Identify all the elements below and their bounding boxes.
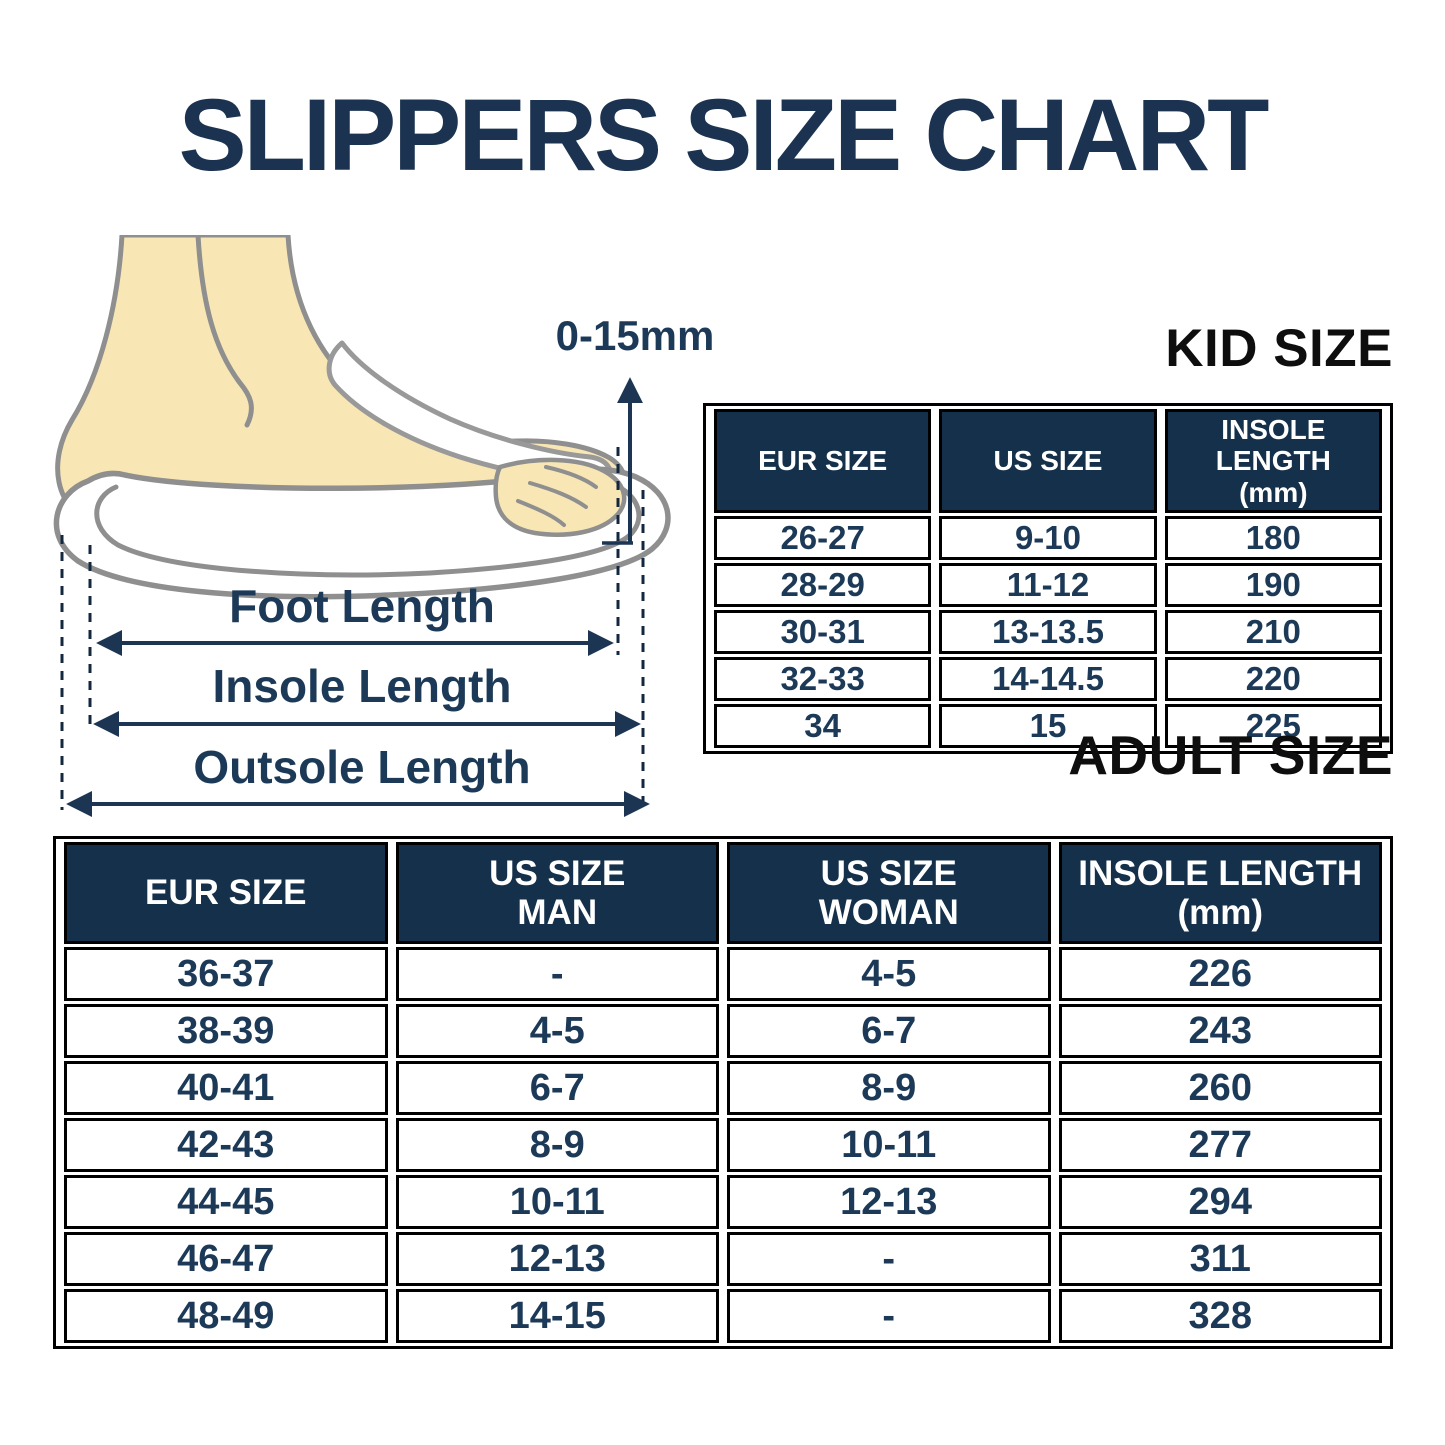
cell: 12-13 xyxy=(727,1175,1051,1229)
toe-lines xyxy=(516,465,598,527)
cell: 210 xyxy=(1164,610,1382,655)
toe-gap-arrow xyxy=(602,377,643,545)
table-row: 48-49 14-15-328 xyxy=(64,1289,1382,1343)
table-row: 26-27 9-10 180 xyxy=(714,516,1382,561)
cell: 8-9 xyxy=(395,1118,719,1172)
column-header: EUR SIZE xyxy=(714,409,932,514)
cell: 26-27 xyxy=(714,516,932,561)
column-header: INSOLE LENGTH (mm) xyxy=(1058,842,1382,944)
cell: 260 xyxy=(1058,1061,1382,1115)
cell: 190 xyxy=(1164,563,1382,608)
cell: - xyxy=(727,1232,1051,1286)
cell: - xyxy=(727,1289,1051,1343)
toe-gap-label: 0-15mm xyxy=(555,312,715,359)
table-row: 38-39 4-5 6-7 243 xyxy=(64,1004,1382,1058)
cell: 10-11 xyxy=(395,1175,719,1229)
cell: 14-15 xyxy=(395,1289,719,1343)
outsole-length-label: Outsole Length xyxy=(193,741,531,793)
cell: 226 xyxy=(1058,947,1382,1001)
cell: 12-13 xyxy=(395,1232,719,1286)
ankle-line xyxy=(195,235,254,428)
cell: 311 xyxy=(1058,1232,1382,1286)
table-row: 44-45 10-11 12-13 294 xyxy=(64,1175,1382,1229)
kid-size-heading: KID SIZE xyxy=(1165,319,1393,378)
adult-table-header: EUR SIZE US SIZE MAN US SIZE WOMAN INSOLE LEN… xyxy=(64,842,1382,944)
cell: 4-5 xyxy=(395,1004,719,1058)
cell: 46-47 xyxy=(64,1232,388,1286)
toes xyxy=(493,457,627,537)
cell: 14-14.5 xyxy=(939,657,1157,702)
cell: 243 xyxy=(1058,1004,1382,1058)
table-row: 42-43 8-9 10-11 277 xyxy=(64,1118,1382,1172)
header-row: EUR SIZE US SIZE MAN US SIZE WOMAN INSOLE LEN… xyxy=(64,842,1382,944)
cell: 277 xyxy=(1058,1118,1382,1172)
column-header: EUR SIZE xyxy=(64,842,388,944)
cell: 225 xyxy=(1164,704,1382,749)
kid-size-table: EUR SIZE US SIZE INSOLE LENGTH (mm) 26-27 9-… xyxy=(703,403,1393,755)
table-row: 30-31 13-13.5 210 xyxy=(714,610,1382,655)
cell: 34 xyxy=(714,704,932,749)
table-row: 32-33 14-14.5 220 xyxy=(714,657,1382,702)
cell: 328 xyxy=(1058,1289,1382,1343)
adult-size-table: EUR SIZE US SIZE MAN US SIZE WOMAN INSOLE LEN… xyxy=(53,836,1393,1349)
cell: 180 xyxy=(1164,516,1382,561)
table-row: 34 15 225 xyxy=(714,704,1382,749)
adult-size-table-container: EUR SIZE US SIZE MAN US SIZE WOMAN INSOLE LEN… xyxy=(53,836,1393,1349)
cell: 15 xyxy=(939,704,1157,749)
cell: 220 xyxy=(1164,657,1382,702)
insole-length-label: Insole Length xyxy=(212,660,512,712)
cell: 30-31 xyxy=(714,610,932,655)
cell: 28-29 xyxy=(714,563,932,608)
column-header: US SIZE MAN xyxy=(395,842,719,944)
cell: 8-9 xyxy=(727,1061,1051,1115)
kid-table-header: EUR SIZE US SIZE INSOLE LENGTH (mm) xyxy=(714,409,1382,514)
dashed-guides xyxy=(60,447,645,810)
cell: 10-11 xyxy=(727,1118,1051,1172)
cell: 40-41 xyxy=(64,1061,388,1115)
column-header: US SIZE WOMAN xyxy=(727,842,1051,944)
table-row: 40-41 6-7 8-9 260 xyxy=(64,1061,1382,1115)
cell: 294 xyxy=(1058,1175,1382,1229)
cell: 44-45 xyxy=(64,1175,388,1229)
cell: 42-43 xyxy=(64,1118,388,1172)
kid-size-table-container: EUR SIZE US SIZE INSOLE LENGTH (mm) 26-27 9-… xyxy=(703,403,1393,755)
table-row: 46-47 12-13-311 xyxy=(64,1232,1382,1286)
table-row: 36-37-4-5 226 xyxy=(64,947,1382,1001)
cell: - xyxy=(395,947,719,1001)
cell: 11-12 xyxy=(939,563,1157,608)
cell: 4-5 xyxy=(727,947,1051,1001)
column-header: INSOLE LENGTH (mm) xyxy=(1164,409,1382,514)
cell: 48-49 xyxy=(64,1289,388,1343)
cell: 36-37 xyxy=(64,947,388,1001)
foot-measurement-diagram xyxy=(53,235,671,817)
cell: 6-7 xyxy=(727,1004,1051,1058)
header-row: EUR SIZE US SIZE INSOLE LENGTH (mm) xyxy=(714,409,1382,514)
adult-table-body: 36-37-4-5 226 38-39 4-5 6-7 243 40-41 6-7 8-9 260… xyxy=(64,947,1382,1343)
cell: 38-39 xyxy=(64,1004,388,1058)
cell: 6-7 xyxy=(395,1061,719,1115)
cell: 13-13.5 xyxy=(939,610,1157,655)
page-title: SLIPPERS SIZE CHART xyxy=(178,78,1270,192)
column-header: US SIZE xyxy=(939,409,1157,514)
kid-table-body: 26-27 9-10 180 28-29 11-12 190 30-31 13-13.5 210… xyxy=(714,516,1382,749)
cell: 9-10 xyxy=(939,516,1157,561)
foot-length-label: Foot Length xyxy=(229,580,495,632)
cell: 32-33 xyxy=(714,657,932,702)
adult-size-heading: ADULT SIZE xyxy=(1068,724,1393,786)
table-row: 28-29 11-12 190 xyxy=(714,563,1382,608)
dimension-arrows xyxy=(66,630,650,817)
